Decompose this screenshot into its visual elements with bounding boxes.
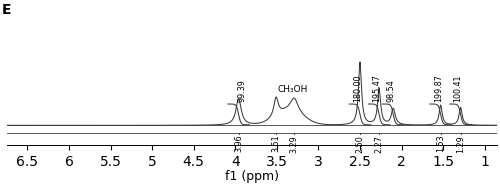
- Text: 2.50: 2.50: [356, 135, 364, 153]
- X-axis label: f1 (ppm): f1 (ppm): [225, 170, 279, 183]
- Text: E: E: [2, 3, 11, 17]
- Text: 98.54: 98.54: [386, 80, 396, 102]
- Text: 195.47: 195.47: [372, 74, 381, 102]
- Text: 1.53: 1.53: [436, 135, 445, 153]
- Text: 1.29: 1.29: [456, 135, 465, 153]
- Text: 3.29: 3.29: [290, 135, 299, 153]
- Text: 99.39: 99.39: [238, 79, 246, 102]
- Text: 3.96: 3.96: [234, 135, 243, 153]
- Text: CH₃OH: CH₃OH: [278, 85, 308, 94]
- Text: 3.51: 3.51: [272, 135, 280, 153]
- Text: 100.41: 100.41: [454, 75, 462, 102]
- Text: 199.87: 199.87: [434, 74, 442, 102]
- Text: 2.27: 2.27: [374, 135, 384, 153]
- Text: 180.00: 180.00: [353, 75, 362, 102]
